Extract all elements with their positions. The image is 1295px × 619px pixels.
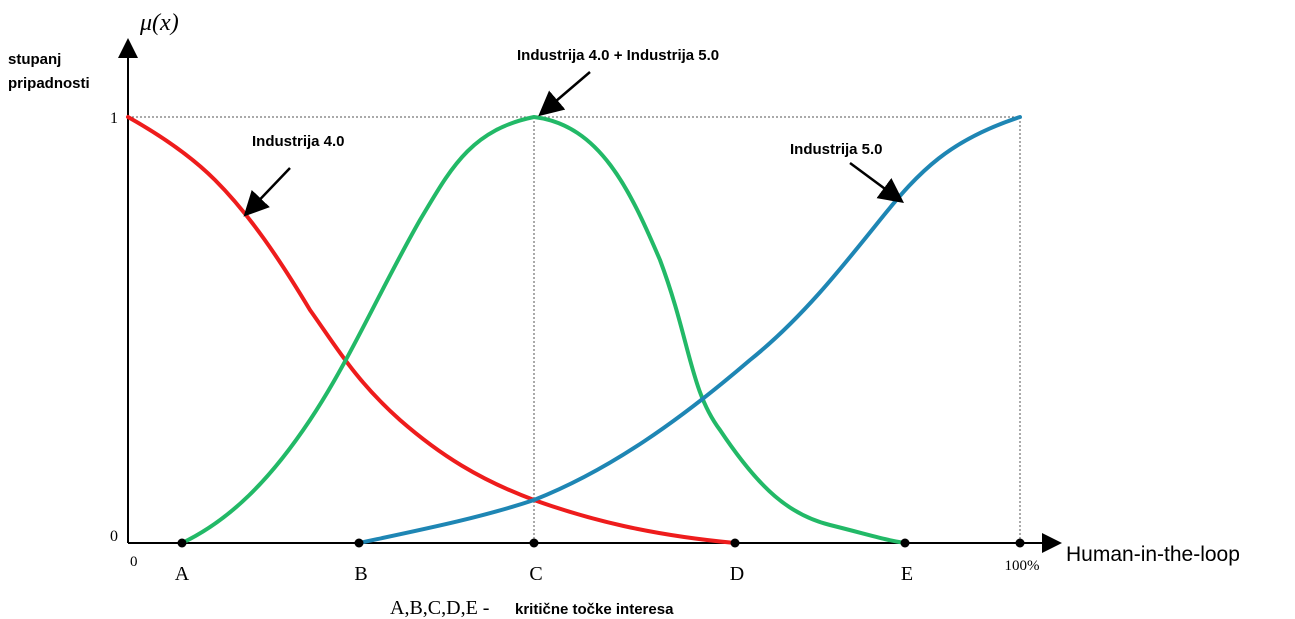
y-symbol: μ(x) bbox=[139, 10, 179, 36]
x-tick: 100% bbox=[1005, 558, 1040, 574]
annotation: Industrija 4.0 bbox=[252, 133, 345, 150]
y-tick: 0 bbox=[110, 528, 118, 545]
critical-points bbox=[177, 538, 1025, 548]
x-tick: 0 bbox=[130, 554, 138, 570]
point bbox=[354, 538, 364, 548]
curve-industrija-4 bbox=[126, 115, 737, 545]
point bbox=[1015, 538, 1025, 548]
x-tick: D bbox=[730, 563, 744, 585]
point bbox=[529, 538, 539, 548]
x-tick: A bbox=[175, 563, 190, 585]
x-tick: B bbox=[354, 563, 367, 585]
x-label: Human-in-the-loop bbox=[1066, 543, 1240, 566]
y-label: stupanj bbox=[8, 51, 61, 68]
arrow bbox=[538, 71, 591, 117]
x-tick: C bbox=[529, 563, 542, 585]
arrow bbox=[243, 167, 291, 217]
arrow bbox=[849, 161, 905, 203]
curve-industrija-5 bbox=[357, 115, 1022, 545]
point bbox=[177, 538, 187, 548]
legend-points: A,B,C,D,E - bbox=[390, 597, 489, 619]
legend-text: kritične točke interesa bbox=[515, 601, 674, 618]
curve-combined bbox=[180, 115, 907, 545]
annotation: Industrija 4.0 + Industrija 5.0 bbox=[517, 47, 719, 64]
point bbox=[730, 538, 740, 548]
x-tick: E bbox=[901, 563, 913, 585]
point bbox=[900, 538, 910, 548]
y-tick: 1 bbox=[110, 110, 118, 127]
annotation: Industrija 5.0 bbox=[790, 141, 883, 158]
y-label: pripadnosti bbox=[8, 75, 90, 92]
